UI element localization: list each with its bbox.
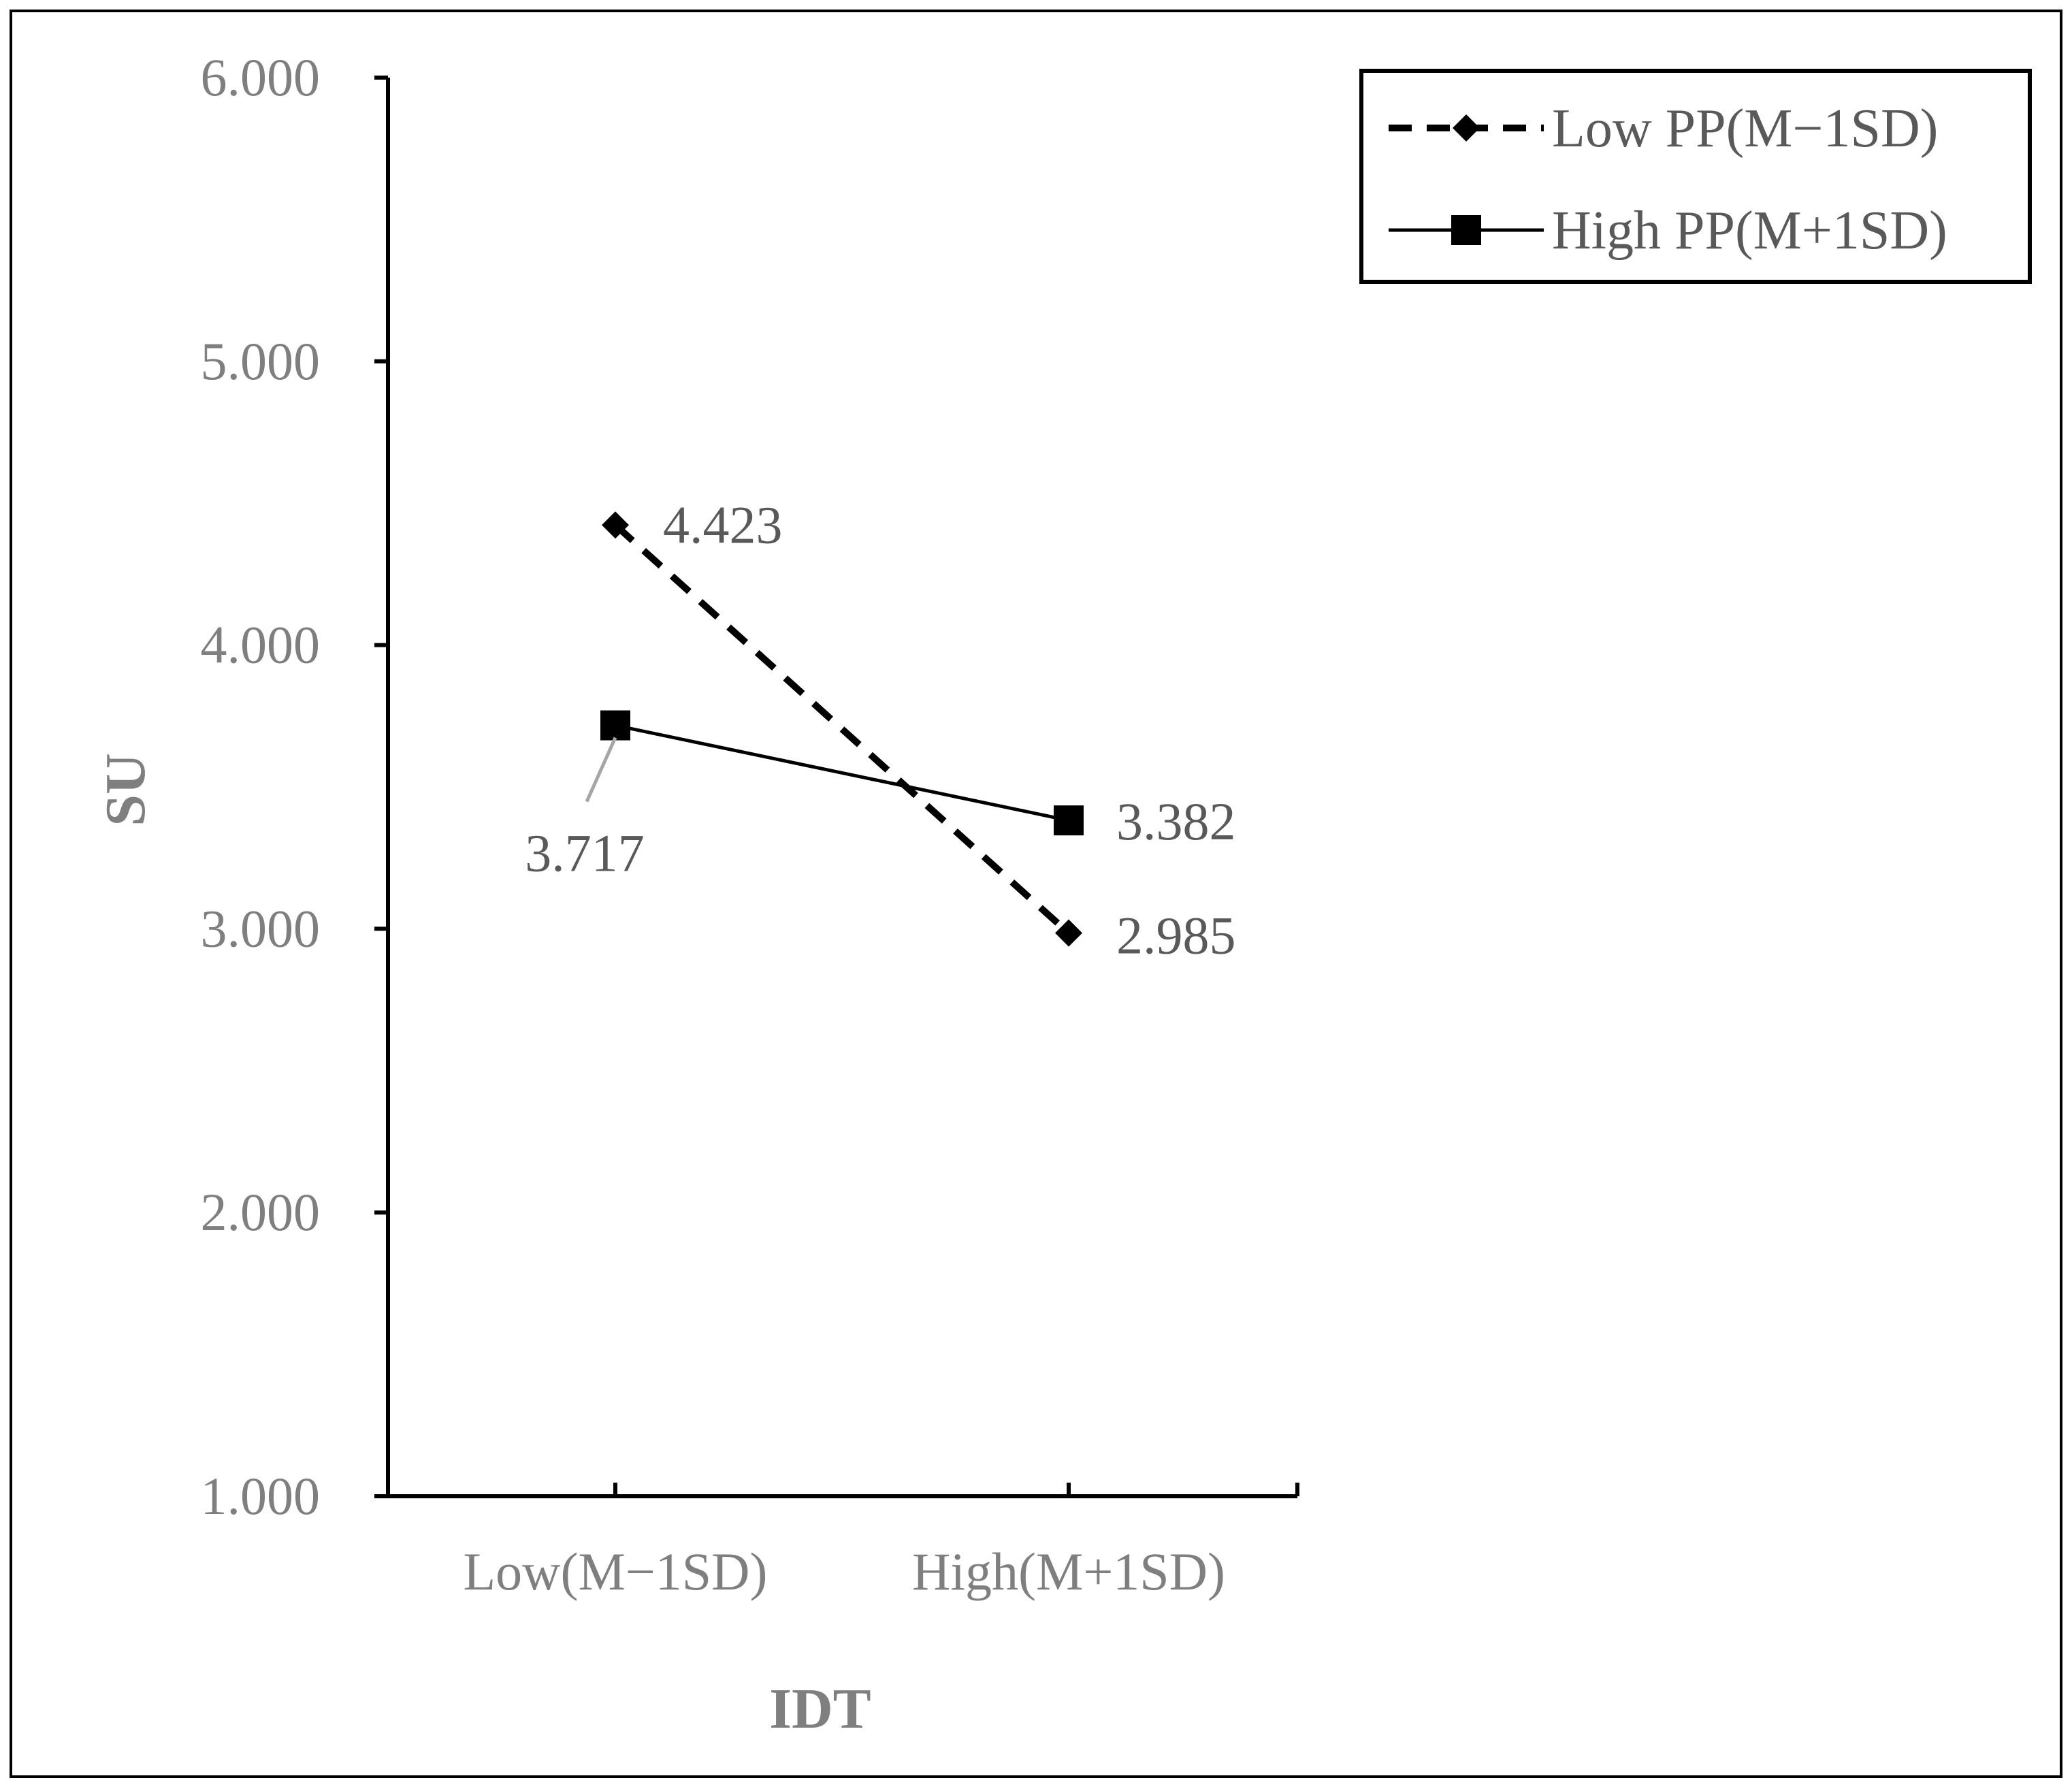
x-axis-ticks: Low(M−1SD) High(M+1SD) — [386, 1483, 1299, 1601]
y-tick-label: 1.000 — [201, 1466, 321, 1526]
y-axis-title: SU — [94, 753, 157, 826]
y-tick-label: 2.000 — [201, 1182, 321, 1242]
y-tick-label: 4.000 — [201, 615, 321, 675]
series-layer — [600, 511, 1084, 947]
legend: Low PP(M−1SD) High PP(M+1SD) — [1359, 69, 2032, 284]
data-label-layer: 4.423 2.985 3.717 3.382 — [525, 495, 1235, 965]
x-tick-label: High(M+1SD) — [912, 1542, 1225, 1601]
data-label: 2.985 — [1116, 906, 1236, 965]
legend-marker-high-pp-square — [1451, 215, 1481, 245]
legend-label-high-pp: High PP(M+1SD) — [1552, 201, 1947, 261]
data-point-diamond — [1055, 919, 1082, 947]
legend-label-low-pp: Low PP(M−1SD) — [1552, 99, 1938, 159]
data-label: 3.717 — [525, 824, 645, 883]
legend-box — [1359, 69, 2032, 284]
data-point-square — [600, 710, 630, 741]
x-axis-title: IDT — [769, 1677, 871, 1741]
y-tick-label: 5.000 — [201, 332, 321, 391]
y-axis-ticks: 1.000 2.000 3.000 4.000 5.000 6.000 — [201, 48, 388, 1526]
data-label: 3.382 — [1116, 792, 1236, 851]
y-tick-label: 3.000 — [201, 899, 321, 958]
data-label-leader-line — [585, 737, 617, 803]
data-point-square — [1054, 805, 1084, 836]
series-line-high-pp — [615, 724, 1069, 822]
data-point-diamond — [602, 511, 629, 539]
x-tick-label: Low(M−1SD) — [464, 1542, 768, 1601]
figure-border — [10, 10, 2062, 1778]
legend-marker-low-pp-diamond — [1453, 114, 1480, 142]
data-label: 4.423 — [663, 495, 783, 554]
series-line-low-pp — [613, 522, 1071, 936]
y-tick-label: 6.000 — [201, 48, 321, 107]
